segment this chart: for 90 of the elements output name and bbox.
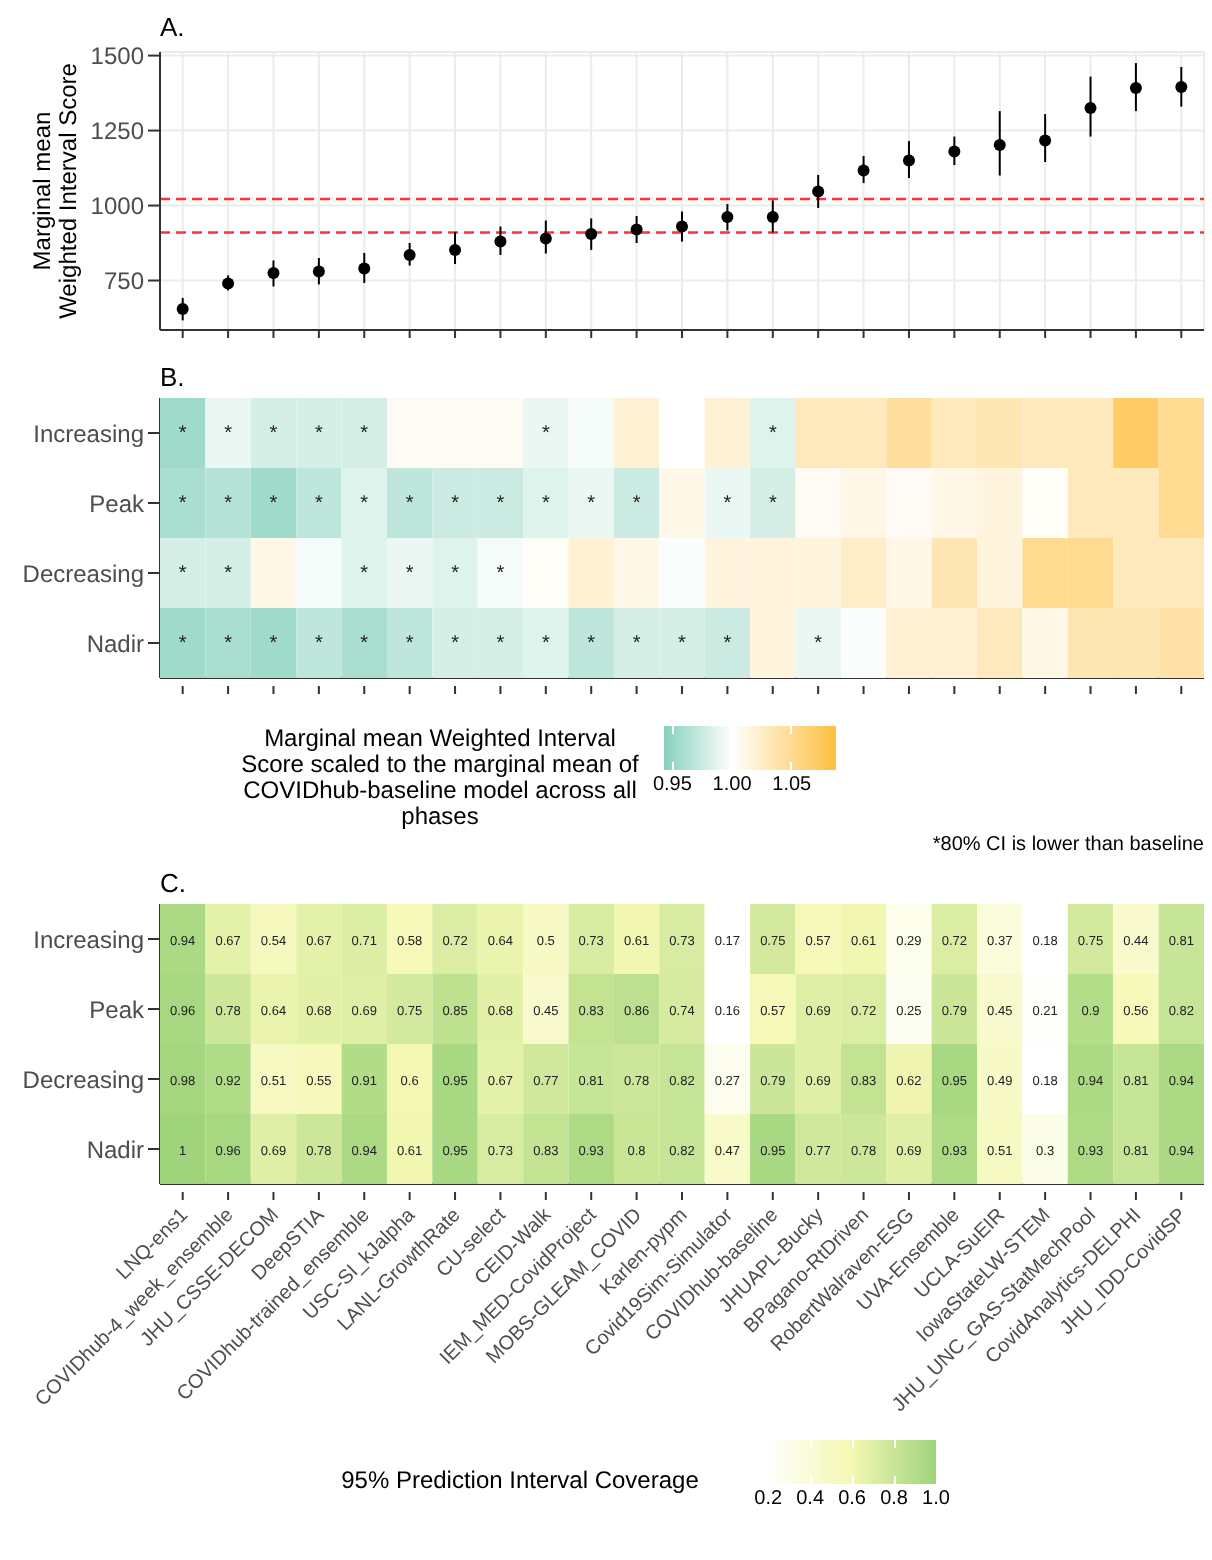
point [812, 185, 825, 198]
data-label: * [269, 633, 278, 655]
data-label: * [360, 563, 369, 585]
color-bar-label: 1.05 [770, 774, 814, 796]
data-label: * [723, 633, 732, 655]
color-bar-label: 1.00 [710, 774, 754, 796]
point [993, 138, 1006, 151]
point [539, 232, 552, 245]
point [857, 164, 870, 177]
point [403, 249, 416, 262]
data-label: * [451, 633, 460, 655]
data-label: * [451, 493, 460, 515]
y-tick-label: 1250 [90, 117, 145, 146]
point [585, 228, 598, 241]
data-label: * [224, 633, 233, 655]
data-label: * [768, 423, 777, 445]
point [948, 145, 961, 158]
data-label: * [405, 633, 414, 655]
data-label: * [224, 423, 233, 445]
data-label: * [723, 493, 732, 515]
y-tick-label: Peak [89, 489, 146, 518]
point [721, 210, 734, 223]
data-label: * [360, 633, 369, 655]
point [1084, 102, 1097, 115]
y-tick-label: Decreasing [22, 559, 144, 588]
color-bar-title: 95% Prediction Interval Coverage [339, 1464, 701, 1494]
point [630, 223, 643, 236]
point [312, 265, 325, 278]
data-label: * [632, 633, 641, 655]
data-label: * [314, 423, 323, 445]
chart-title: C. [160, 868, 186, 898]
point [902, 154, 915, 167]
chart-title: B. [160, 362, 185, 392]
data-label: * [360, 423, 369, 445]
data-label: * [178, 563, 187, 585]
point [494, 235, 507, 248]
data-label: * [178, 493, 187, 515]
data-label: * [314, 493, 323, 515]
data-label: * [269, 423, 278, 445]
data-label: * [496, 493, 505, 515]
data-label: * [541, 493, 550, 515]
data-label: * [451, 563, 460, 585]
point [358, 262, 371, 275]
data-label: * [814, 633, 823, 655]
point [449, 243, 462, 256]
point [766, 210, 779, 223]
data-label: * [405, 493, 414, 515]
point [1039, 134, 1052, 147]
data-label: * [269, 493, 278, 515]
color-bar-label: 0.6 [836, 1488, 868, 1510]
text: *80% CI is lower than baseline [930, 834, 1206, 856]
y-tick-label: Peak [89, 995, 146, 1024]
data-label: * [587, 633, 596, 655]
color-bar-label: 0.8 [878, 1488, 910, 1510]
y-axis-title: Marginal mean Weighted Interval Score [28, 62, 82, 319]
data-label: * [541, 633, 550, 655]
color-bar-label: 1.0 [920, 1488, 952, 1510]
data-label: * [224, 493, 233, 515]
y-tick-label: Decreasing [22, 1065, 144, 1094]
chart-title: A. [160, 12, 185, 42]
y-tick-label: Nadir [86, 629, 144, 658]
y-tick-label: Increasing [33, 925, 144, 954]
point [1175, 81, 1188, 94]
point [676, 220, 688, 233]
data-label: * [360, 493, 369, 515]
point [176, 303, 189, 316]
data-label: * [314, 633, 323, 655]
color-bar-label: 0.95 [650, 774, 694, 796]
data-label: * [632, 493, 641, 515]
data-label: * [678, 633, 687, 655]
data-label: * [496, 563, 505, 585]
y-tick-label: 1500 [90, 42, 145, 71]
point [1129, 81, 1142, 94]
y-tick-label: 1000 [90, 192, 145, 221]
y-tick-label: 750 [103, 267, 145, 296]
point [267, 267, 280, 280]
data-label: * [405, 563, 414, 585]
y-tick-label: Nadir [86, 1135, 144, 1164]
y-tick-label: Increasing [33, 419, 144, 448]
data-label: * [541, 423, 550, 445]
data-label: * [178, 633, 187, 655]
data-label: * [224, 563, 233, 585]
data-label: * [178, 423, 187, 445]
color-bar-label: 0.2 [752, 1488, 785, 1510]
data-label: * [587, 493, 596, 515]
point [222, 277, 235, 290]
color-bar-label: 0.4 [794, 1488, 827, 1510]
color-bar-title: Marginal mean Weighted Interval Score scaled to the marginal mean of COVIDhub-baseline model across all phases [240, 724, 640, 830]
data-label: * [496, 633, 505, 655]
data-label: * [768, 493, 777, 515]
